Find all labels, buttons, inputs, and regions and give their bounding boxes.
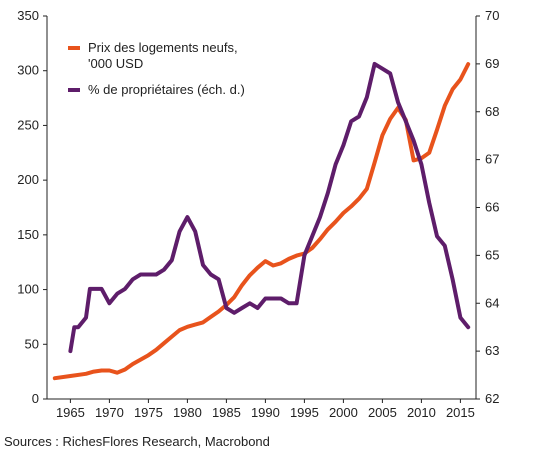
- left-tick-label: 150: [17, 227, 39, 242]
- x-tick-label: 1990: [251, 405, 280, 420]
- legend: Prix des logements neufs,'000 USD % de pr…: [68, 40, 245, 97]
- right-tick-label: 67: [485, 152, 499, 167]
- x-tick-label: 2000: [329, 405, 358, 420]
- left-tick-label: 300: [17, 63, 39, 78]
- legend-label: Prix des logements neufs,: [88, 40, 238, 55]
- right-tick-label: 69: [485, 56, 499, 71]
- right-tick-label: 68: [485, 104, 499, 119]
- series-line-proprietaires: [68, 61, 471, 354]
- x-tick-label: 1985: [212, 405, 241, 420]
- x-tick-label: 2015: [446, 405, 475, 420]
- right-tick-label: 66: [485, 200, 499, 215]
- right-tick-label: 65: [485, 247, 499, 262]
- x-tick-label: 1995: [290, 405, 319, 420]
- right-tick-label: 63: [485, 343, 499, 358]
- left-tick-label: 100: [17, 282, 39, 297]
- left-tick-label: 0: [32, 391, 39, 406]
- left-tick-label: 50: [25, 336, 39, 351]
- source-note: Sources : RichesFlores Research, Macrobo…: [4, 434, 270, 449]
- right-tick-label: 70: [485, 8, 499, 23]
- legend-label: % de propriétaires (éch. d.): [88, 82, 245, 97]
- x-tick-label: 1975: [134, 405, 163, 420]
- x-tick-label: 1965: [56, 405, 85, 420]
- right-tick-label: 64: [485, 295, 499, 310]
- x-tick-label: 1980: [173, 405, 202, 420]
- left-tick-label: 350: [17, 8, 39, 23]
- right-axis-ticks: 62 63 64 65 66 67 68 69 70: [476, 8, 499, 406]
- legend-label: '000 USD: [88, 56, 143, 71]
- series-layer: [52, 61, 471, 381]
- x-axis-ticks: 1965 1970 1975 1980 1985 1990 1995 2000 2005 2010…: [56, 399, 475, 420]
- x-tick-label: 1970: [95, 405, 124, 420]
- left-tick-label: 200: [17, 172, 39, 187]
- left-tick-label: 250: [17, 117, 39, 132]
- x-tick-label: 2010: [407, 405, 436, 420]
- right-tick-label: 62: [485, 391, 499, 406]
- left-axis-ticks: 0 50 100 150 200 250 300 350: [17, 8, 47, 406]
- x-tick-label: 2005: [368, 405, 397, 420]
- axes: [46, 16, 477, 400]
- series-line-prix: [52, 62, 471, 381]
